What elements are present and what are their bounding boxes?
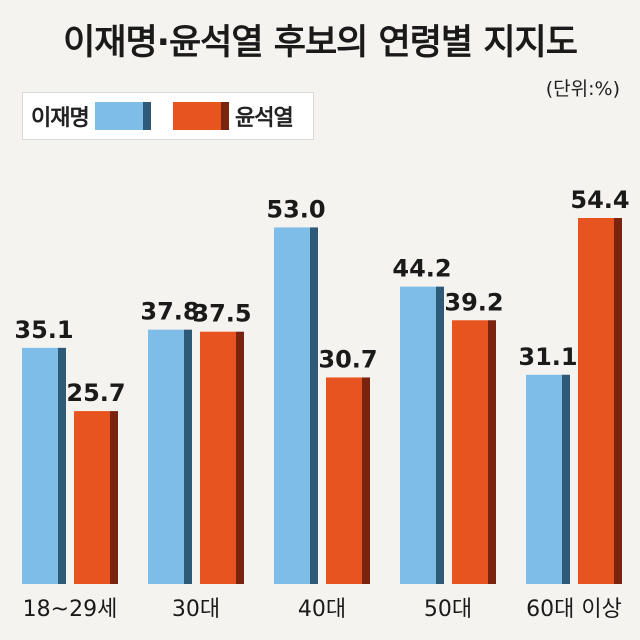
bar-side-lee-0 (58, 347, 66, 584)
category-label-1: 30대 (172, 597, 220, 622)
bar-lee-1 (148, 329, 184, 584)
legend-label-lee: 이재명 (31, 106, 90, 131)
legend-label-yoon: 윤석열 (235, 106, 294, 131)
bar-side-yoon-3 (488, 320, 496, 584)
legend-swatch-yoon (173, 102, 229, 130)
bar-lee-4 (526, 374, 562, 584)
category-label-0: 18~29세 (23, 597, 118, 622)
bar-lee-0 (22, 347, 58, 584)
value-label-yoon-4: 54.4 (570, 186, 629, 214)
bar-yoon-0 (74, 411, 110, 584)
bar-side-lee-3 (436, 286, 444, 584)
value-label-lee-0: 35.1 (14, 316, 73, 344)
bar-side-lee-2 (310, 227, 318, 584)
value-label-yoon-2: 30.7 (318, 345, 377, 373)
bar-lee-2 (274, 227, 310, 584)
bar-yoon-3 (452, 320, 488, 584)
unit-label: (단위:%) (545, 78, 620, 100)
bar-yoon-1 (200, 331, 236, 584)
bar-side-lee-1 (184, 329, 192, 584)
value-label-lee-4: 31.1 (518, 343, 577, 371)
value-label-yoon-1: 37.5 (192, 300, 251, 328)
value-label-lee-3: 44.2 (392, 255, 451, 283)
bar-yoon-4 (578, 218, 614, 584)
bar-side-yoon-0 (110, 411, 118, 584)
value-label-lee-2: 53.0 (266, 195, 325, 223)
value-label-yoon-0: 25.7 (66, 379, 125, 407)
value-label-yoon-3: 39.2 (444, 288, 503, 316)
category-label-2: 40대 (298, 597, 346, 622)
bar-lee-3 (400, 286, 436, 584)
chart-title: 이재명·윤석열 후보의 연령별 지지도 (63, 23, 578, 63)
bar-side-lee-4 (562, 374, 570, 584)
legend-swatch-lee (94, 102, 151, 130)
legend: 이재명 윤석열 (22, 92, 314, 140)
bar-side-yoon-2 (362, 377, 370, 584)
category-label-4: 60대 이상 (526, 597, 622, 622)
legend-item-lee: 이재명 (31, 93, 151, 139)
bar-yoon-2 (326, 377, 362, 584)
value-label-lee-1: 37.8 (140, 298, 199, 326)
legend-item-yoon: 윤석열 (173, 93, 294, 139)
bar-side-yoon-1 (236, 331, 244, 584)
category-label-3: 50대 (424, 597, 472, 622)
bar-side-yoon-4 (614, 218, 622, 584)
